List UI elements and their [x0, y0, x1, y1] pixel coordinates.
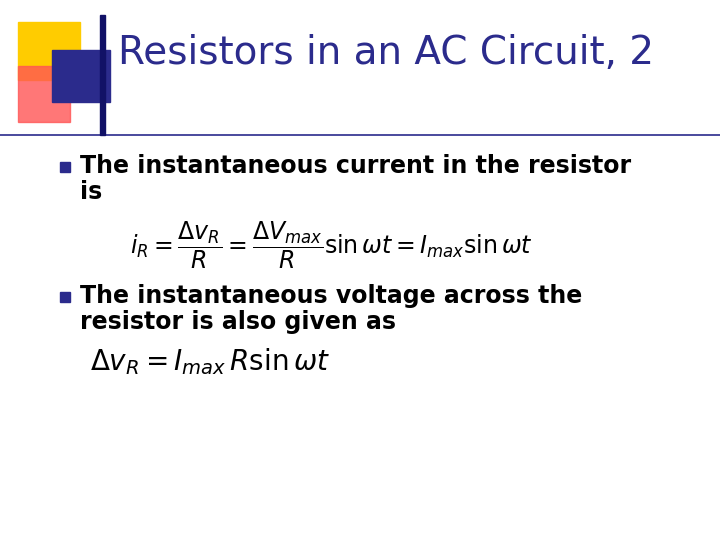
Text: The instantaneous voltage across the: The instantaneous voltage across the — [80, 284, 582, 308]
Bar — [18, 22, 80, 80]
Bar — [100, 15, 105, 135]
Text: Resistors in an AC Circuit, 2: Resistors in an AC Circuit, 2 — [118, 34, 654, 72]
Bar — [52, 50, 110, 102]
Bar — [18, 66, 70, 122]
Text: resistor is also given as: resistor is also given as — [80, 310, 396, 334]
Text: $\Delta v_R = I_{max}\, R \sin \omega t$: $\Delta v_R = I_{max}\, R \sin \omega t$ — [90, 347, 330, 377]
Bar — [60, 292, 70, 302]
Text: is: is — [80, 180, 102, 204]
Text: $i_R = \dfrac{\Delta v_R}{R} = \dfrac{\Delta V_{max}}{R} \sin \omega t = I_{max}: $i_R = \dfrac{\Delta v_R}{R} = \dfrac{\D… — [130, 219, 533, 271]
Bar — [60, 162, 70, 172]
Text: The instantaneous current in the resistor: The instantaneous current in the resisto… — [80, 154, 631, 178]
